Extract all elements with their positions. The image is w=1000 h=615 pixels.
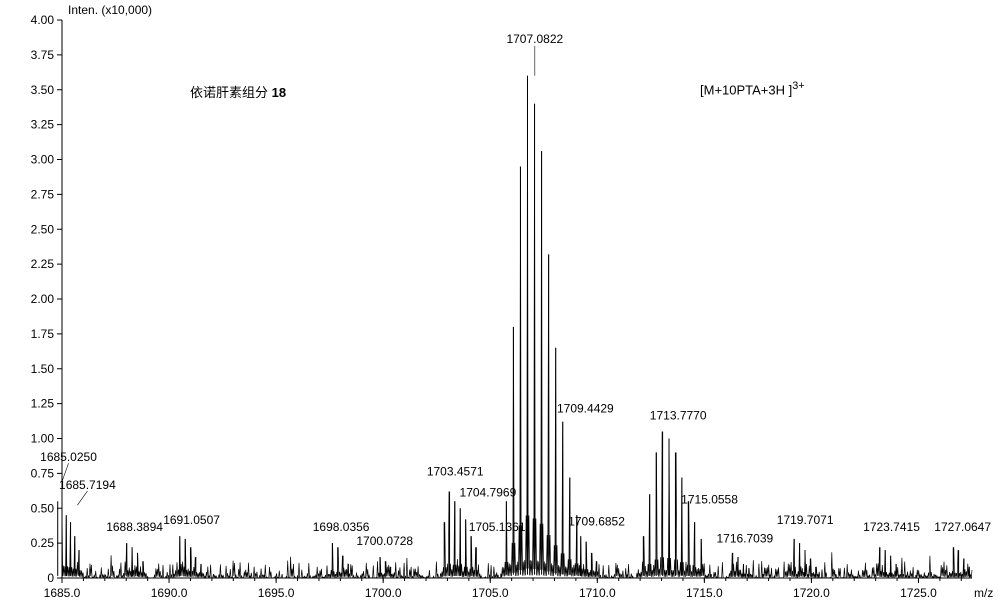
- peak-label: 1727.0647: [934, 520, 991, 534]
- svg-text:2.50: 2.50: [31, 222, 55, 236]
- svg-text:1720.0: 1720.0: [793, 586, 830, 600]
- svg-text:3.00: 3.00: [31, 153, 55, 167]
- svg-text:0.25: 0.25: [31, 536, 55, 550]
- svg-text:1690.0: 1690.0: [151, 586, 188, 600]
- peak-label: 1715.0558: [681, 492, 738, 506]
- sample-title: 依诺肝素组分 18: [190, 82, 286, 101]
- svg-text:2.00: 2.00: [31, 292, 55, 306]
- svg-text:0.75: 0.75: [31, 466, 55, 480]
- peak-label: 1698.0356: [313, 520, 370, 534]
- svg-text:2.75: 2.75: [31, 187, 55, 201]
- svg-text:1.00: 1.00: [31, 432, 55, 446]
- peak-label: 1688.3894: [106, 520, 163, 534]
- svg-text:Inten. (x10,000): Inten. (x10,000): [68, 3, 152, 17]
- svg-text:m/z: m/z: [974, 586, 993, 600]
- peak-label: 1703.4571: [427, 464, 484, 478]
- peak-label: 1716.7039: [716, 531, 773, 545]
- svg-text:0: 0: [47, 571, 54, 585]
- peak-label: 1685.0250: [40, 450, 97, 464]
- svg-text:4.00: 4.00: [31, 13, 55, 27]
- svg-text:1695.0: 1695.0: [258, 586, 295, 600]
- peak-label: 1709.4429: [557, 402, 614, 416]
- spectrum-svg: Inten. (x10,000) 0 0.25 0.50 0.75 1.00 1.25 1.5…: [0, 0, 1000, 615]
- svg-text:1685.0: 1685.0: [44, 586, 81, 600]
- svg-text:3.25: 3.25: [31, 118, 55, 132]
- peak-leader: [77, 491, 87, 505]
- svg-text:3.50: 3.50: [31, 83, 55, 97]
- peak-label: 1705.1361: [469, 520, 526, 534]
- peak-label: 1723.7415: [863, 520, 920, 534]
- svg-text:0.50: 0.50: [31, 501, 55, 515]
- peak-label: 1709.6852: [568, 515, 625, 529]
- svg-text:1.25: 1.25: [31, 397, 55, 411]
- peak-label: 1719.7071: [777, 513, 834, 527]
- chart-canvas: Inten. (x10,000) 0 0.25 0.50 0.75 1.00 1.25 1.5…: [0, 0, 1000, 615]
- formula-label: [M+10PTA+3H ]3+: [700, 80, 805, 97]
- svg-text:2.25: 2.25: [31, 257, 55, 271]
- peak-label: 1700.0728: [356, 534, 413, 548]
- peak-label: 1685.7194: [59, 478, 116, 492]
- peak-label: 1707.0822: [506, 32, 563, 46]
- svg-text:1725.0: 1725.0: [900, 586, 937, 600]
- peak-label: 1691.0507: [163, 513, 220, 527]
- svg-text:1705.0: 1705.0: [472, 586, 509, 600]
- noise-trace: [62, 76, 972, 578]
- svg-text:1.75: 1.75: [31, 327, 55, 341]
- peak-label: 1713.7770: [650, 409, 707, 423]
- svg-text:3.75: 3.75: [31, 48, 55, 62]
- svg-text:1710.0: 1710.0: [579, 586, 616, 600]
- peak-label: 1704.7969: [460, 485, 517, 499]
- svg-text:1.50: 1.50: [31, 362, 55, 376]
- svg-text:1700.0: 1700.0: [365, 586, 402, 600]
- svg-text:1715.0: 1715.0: [686, 586, 723, 600]
